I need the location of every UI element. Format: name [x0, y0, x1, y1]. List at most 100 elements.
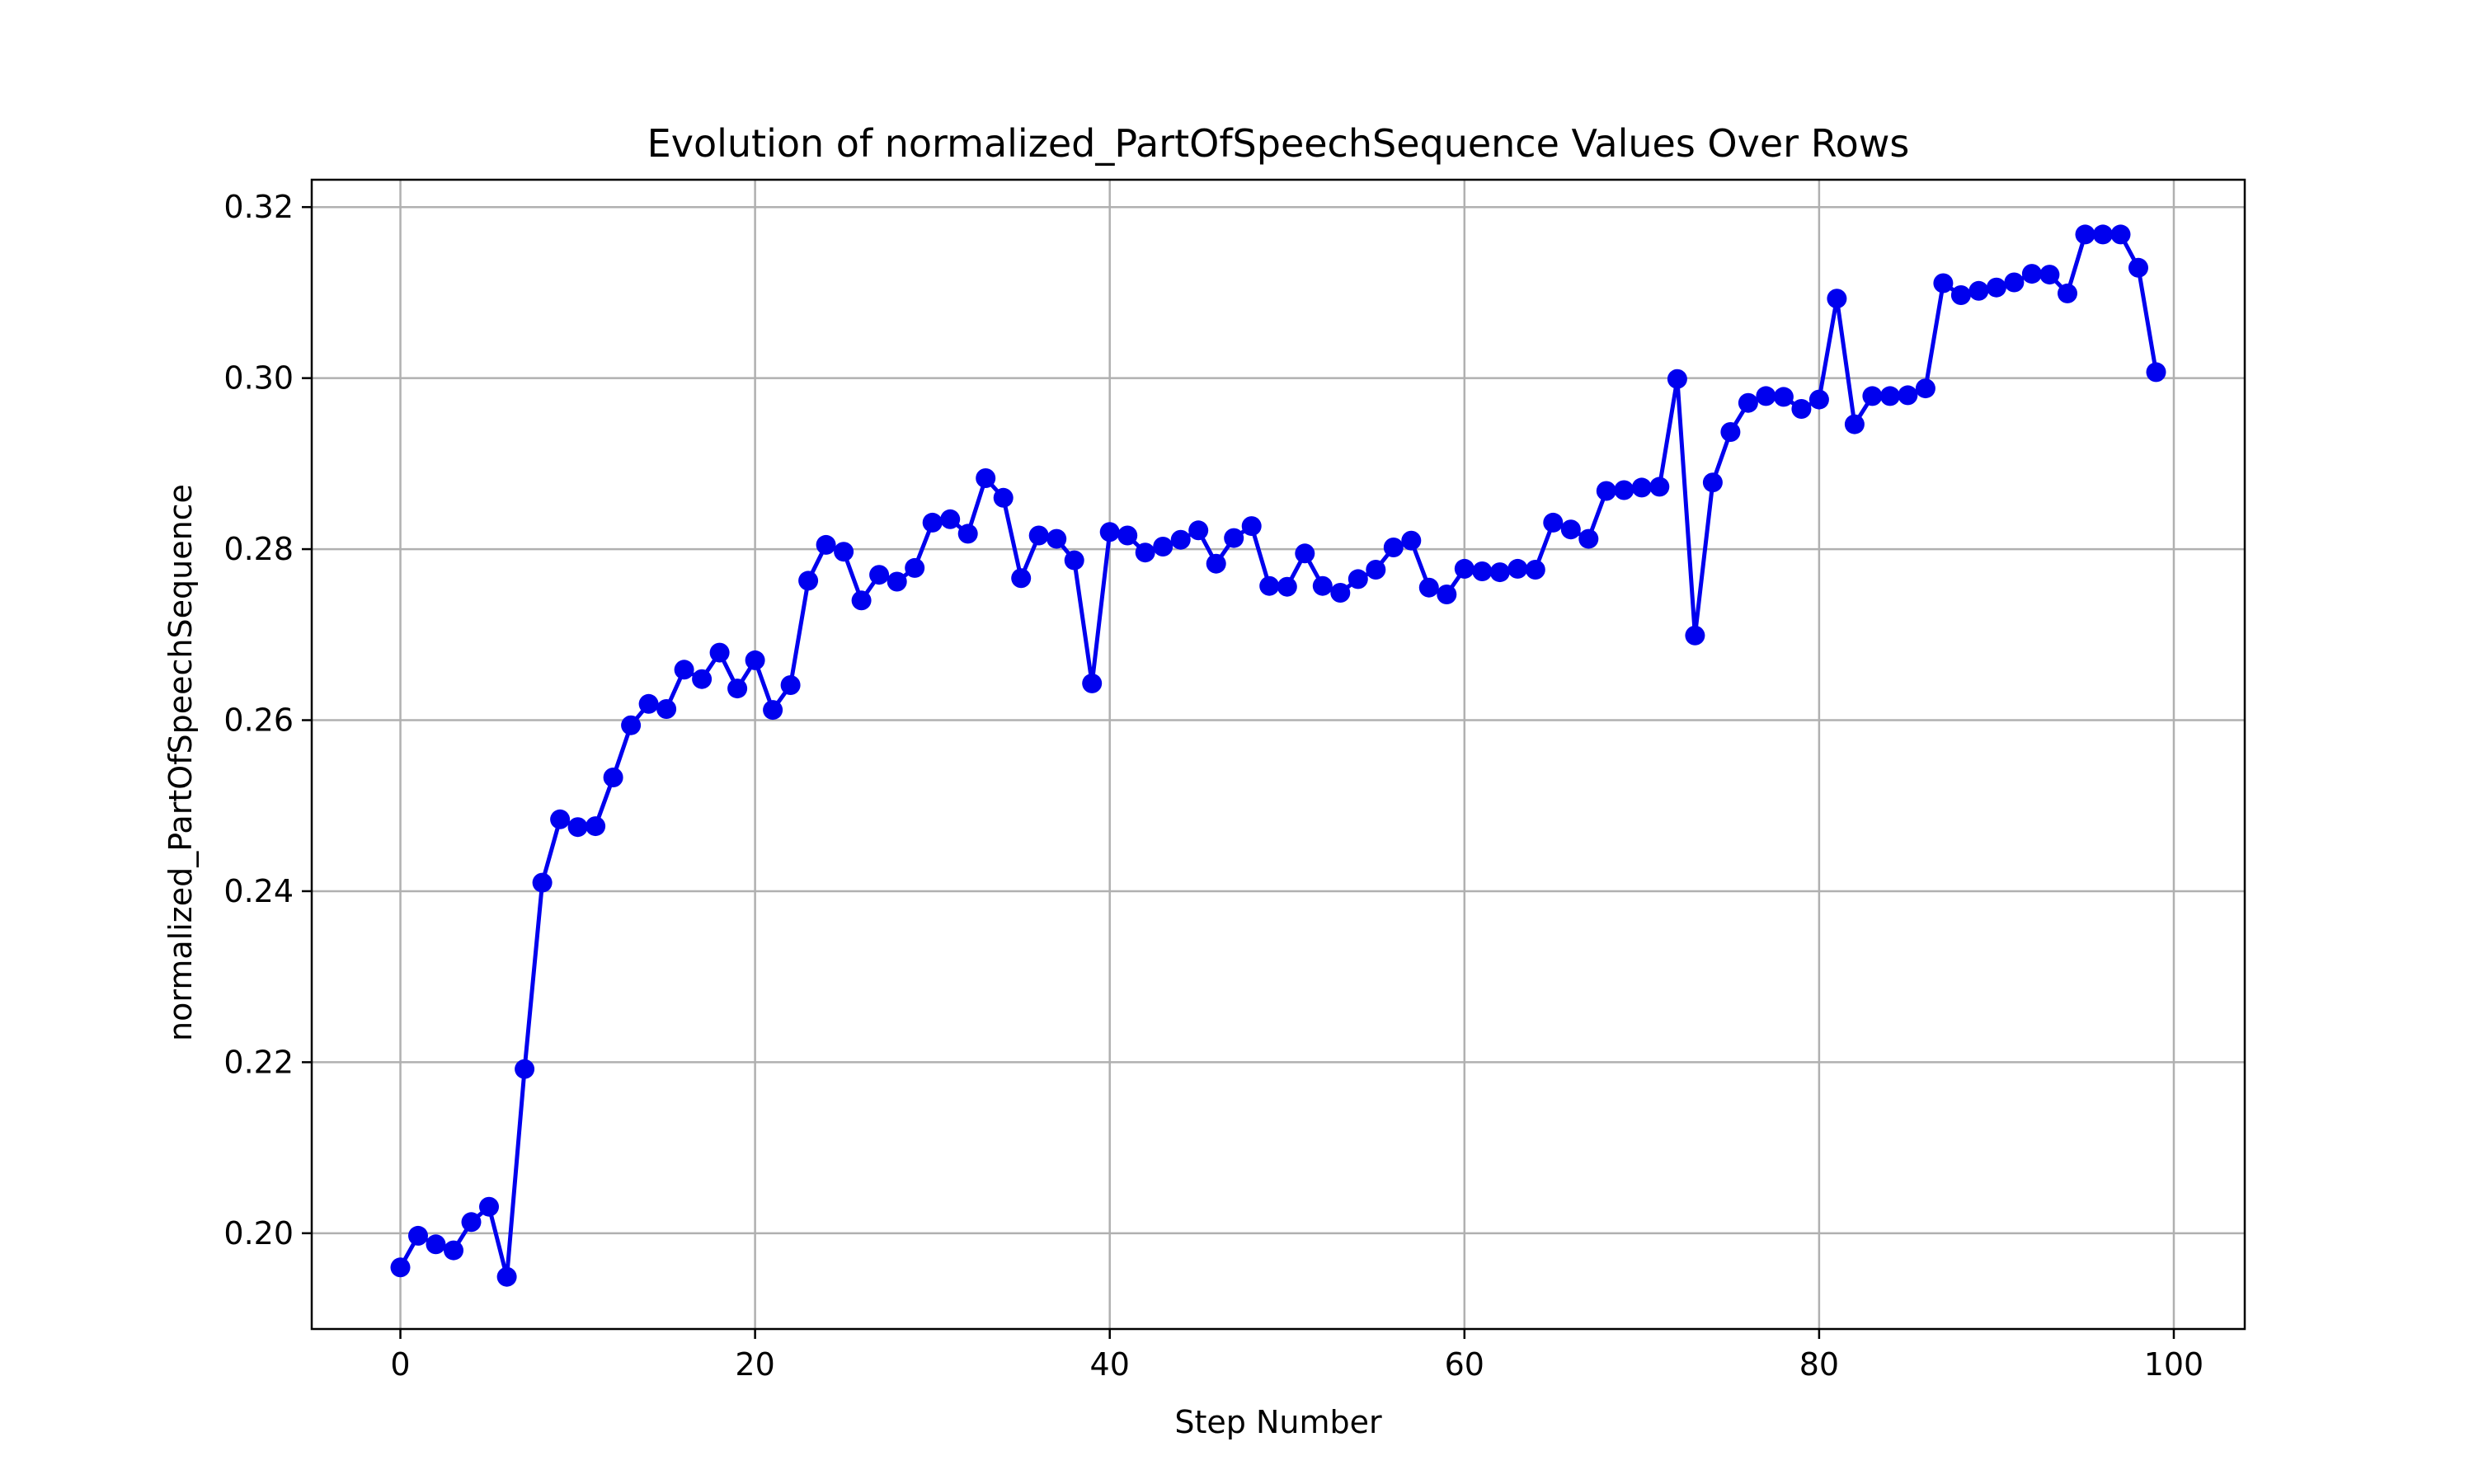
data-point: [1773, 387, 1794, 407]
data-point: [1472, 561, 1493, 581]
data-point: [1756, 386, 1776, 406]
data-point: [1862, 386, 1883, 406]
data-point: [621, 715, 642, 735]
data-point: [1330, 583, 1351, 603]
data-point: [2075, 224, 2095, 245]
data-point: [993, 487, 1014, 508]
data-point: [586, 816, 606, 837]
data-point: [1028, 525, 1049, 546]
x-tick-label: 40: [1090, 1346, 1130, 1383]
data-point: [2093, 224, 2113, 245]
data-point: [1401, 530, 1422, 551]
data-point: [851, 590, 872, 611]
data-point: [1827, 289, 1847, 309]
x-axis-label: Step Number: [1174, 1404, 1382, 1440]
data-point: [1808, 389, 1829, 410]
data-point: [515, 1059, 535, 1079]
y-tick-label: 0.20: [223, 1215, 294, 1252]
data-point: [1738, 392, 1758, 413]
data-point: [1649, 477, 1670, 497]
data-point: [496, 1266, 517, 1287]
data-point: [816, 534, 836, 555]
data-point: [1667, 369, 1687, 389]
data-point: [1614, 480, 1634, 500]
data-point: [1702, 472, 1723, 493]
data-point: [1915, 378, 1935, 399]
data-point: [763, 700, 783, 721]
data-point: [1631, 477, 1652, 498]
data-point: [408, 1225, 428, 1246]
data-point: [1206, 553, 1226, 574]
data-point: [1099, 522, 1120, 542]
data-point: [1720, 422, 1741, 442]
data-point: [567, 817, 588, 838]
data-point: [834, 542, 854, 562]
data-point: [1844, 414, 1865, 434]
data-point: [1525, 560, 1545, 580]
data-point: [390, 1257, 411, 1278]
data-point: [1560, 519, 1581, 540]
data-point: [1418, 577, 1439, 598]
data-point: [1241, 516, 1262, 537]
data-point: [1188, 520, 1209, 541]
data-point: [1011, 568, 1032, 589]
data-point: [2146, 362, 2166, 383]
data-point: [1312, 575, 1333, 596]
data-point: [1454, 558, 1475, 579]
x-tick-label: 60: [1445, 1346, 1484, 1383]
y-tick-label: 0.30: [223, 360, 294, 397]
data-point: [1578, 528, 1599, 549]
data-point: [550, 809, 571, 829]
data-point: [2004, 272, 2025, 293]
data-point: [1879, 386, 1900, 406]
x-tick-label: 80: [1799, 1346, 1839, 1383]
data-point: [745, 650, 765, 670]
data-point: [692, 669, 713, 689]
data-point: [426, 1234, 446, 1255]
plot-frame: [310, 178, 2246, 1331]
data-point: [1082, 673, 1103, 693]
data-point: [2021, 264, 2042, 284]
grid: [312, 180, 2245, 1329]
data-point: [656, 699, 677, 719]
data-point: [1135, 542, 1155, 563]
data-point: [2128, 257, 2148, 278]
x-axis: 0 20 40 60 80 100: [390, 1329, 2204, 1383]
data-point: [1153, 537, 1174, 556]
y-axis: 0.20 0.22 0.24 0.26 0.28 0.30 0.32: [223, 189, 312, 1252]
data-point: [1543, 512, 1564, 533]
y-tick-label: 0.32: [223, 189, 294, 225]
data-point: [2110, 224, 2131, 245]
data-point: [2039, 265, 2060, 285]
data-point: [1685, 625, 1705, 646]
data-point: [1950, 285, 1971, 305]
data-point: [957, 524, 978, 544]
data-point: [1366, 560, 1386, 580]
data-point: [940, 509, 961, 529]
data-point: [444, 1240, 463, 1261]
data-point: [2058, 283, 2077, 303]
y-tick-label: 0.24: [223, 873, 294, 909]
x-tick-label: 20: [735, 1346, 774, 1383]
data-point: [1047, 528, 1067, 549]
data-point: [1596, 481, 1616, 501]
data-point: [1064, 550, 1084, 571]
data-point: [1348, 569, 1368, 589]
data-point: [727, 679, 748, 699]
data-point: [603, 768, 623, 787]
data-point: [1117, 525, 1138, 546]
data-point: [479, 1196, 499, 1217]
x-tick-label: 0: [390, 1346, 410, 1383]
data-point: [1295, 543, 1315, 564]
data-point: [1277, 576, 1297, 597]
data-point: [780, 675, 801, 695]
data-point: [1259, 575, 1280, 596]
data-point: [1986, 277, 2006, 298]
data-series: [390, 224, 2166, 1287]
data-point: [1489, 562, 1510, 583]
data-point: [1507, 558, 1528, 579]
data-point: [1224, 528, 1244, 548]
data-point: [1968, 280, 1989, 301]
